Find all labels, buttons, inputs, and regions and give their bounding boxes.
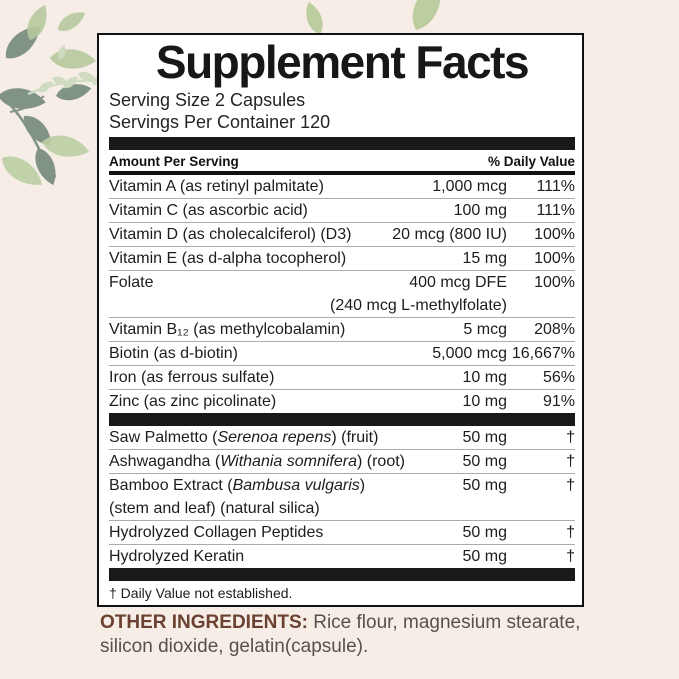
- nutrient-daily-value: †: [566, 477, 575, 494]
- daily-value-header: % Daily Value: [487, 154, 575, 169]
- nutrient-amount: 50 mg: [462, 524, 507, 541]
- nutrient-daily-value: 56%: [542, 369, 575, 386]
- nutrient-daily-value: †: [566, 548, 575, 565]
- nutrient-name: Hydrolyzed Keratin: [109, 548, 245, 565]
- nutrient-name: Ashwagandha (Withania somnifera) (root): [109, 453, 405, 470]
- nutrient-name: Biotin (as d-biotin): [109, 345, 238, 362]
- nutrient-amount: 400 mcg DFE: [409, 274, 507, 291]
- nutrient-amount: 5 mcg: [463, 321, 507, 338]
- nutrient-row: Hydrolyzed Collagen Peptides 50 mg †: [109, 520, 575, 544]
- botanicals-section: Saw Palmetto (Serenoa repens) (fruit) 50 …: [109, 426, 575, 568]
- nutrient-name: Vitamin C (as ascorbic acid): [109, 202, 308, 219]
- other-ingredients-label: OTHER INGREDIENTS:: [100, 612, 308, 633]
- nutrient-name: Iron (as ferrous sulfate): [109, 369, 275, 386]
- vitamins-section: Vitamin A (as retinyl palmitate) 1,000 mc…: [109, 175, 575, 413]
- nutrient-amount: 20 mcg (800 IU): [392, 226, 507, 243]
- nutrient-row: Iron (as ferrous sulfate) 10 mg 56%: [109, 365, 575, 389]
- nutrient-row: Vitamin E (as d-alpha tocopherol) 15 mg 10…: [109, 246, 575, 270]
- divider-bar-top: [109, 137, 575, 150]
- nutrient-amount: 10 mg: [462, 393, 507, 410]
- amount-per-serving-header: Amount Per Serving: [109, 154, 239, 169]
- nutrient-daily-value: 111%: [536, 202, 575, 219]
- nutrient-row: Ashwagandha (Withania somnifera) (root) 5…: [109, 449, 575, 473]
- supplement-facts-panel: Supplement Facts Serving Size 2 Capsules…: [97, 33, 584, 607]
- nutrient-daily-value: 100%: [534, 250, 575, 267]
- nutrient-daily-value: 208%: [534, 321, 575, 338]
- panel-title: Supplement Facts: [155, 36, 530, 88]
- nutrient-amount: (240 mcg L-methylfolate): [330, 297, 507, 314]
- nutrient-daily-value: †: [566, 429, 575, 446]
- nutrient-daily-value: 91%: [542, 393, 575, 410]
- nutrient-name: Hydrolyzed Collagen Peptides: [109, 524, 324, 541]
- nutrient-row: Bamboo Extract (Bambusa vulgaris) 50 mg † (…: [109, 473, 575, 520]
- nutrient-name: Vitamin A (as retinyl palmitate): [109, 178, 324, 195]
- nutrient-name: Vitamin D (as cholecalciferol) (D3): [109, 226, 352, 243]
- nutrient-amount: 15 mg: [462, 250, 507, 267]
- nutrient-row: Vitamin C (as ascorbic acid) 100 mg 111%: [109, 198, 575, 222]
- nutrient-daily-value: †: [566, 524, 575, 541]
- nutrient-row: Biotin (as d-biotin) 5,000 mcg 16,667%: [109, 341, 575, 365]
- nutrient-amount: 50 mg: [462, 429, 507, 446]
- footnote: † Daily Value not established.: [109, 585, 293, 601]
- nutrient-name: Folate: [109, 274, 154, 291]
- nutrient-name: Vitamin B₁₂ (as methylcobalamin): [109, 321, 346, 338]
- nutrient-amount: 50 mg: [462, 453, 507, 470]
- nutrient-daily-value: 111%: [536, 178, 575, 195]
- other-ingredients: OTHER INGREDIENTS: Rice flour, magnesium…: [100, 611, 584, 659]
- nutrient-amount: 100 mg: [453, 202, 507, 219]
- servings-per-container: Servings Per Container 120: [109, 112, 331, 132]
- nutrient-name: Zinc (as zinc picolinate): [109, 393, 277, 410]
- nutrient-name: Vitamin E (as d-alpha tocopherol): [109, 250, 347, 267]
- nutrient-row: Vitamin B₁₂ (as methylcobalamin) 5 mcg 208…: [109, 317, 575, 341]
- nutrient-amount: 50 mg: [462, 548, 507, 565]
- nutrient-amount: 1,000 mcg: [432, 178, 507, 195]
- nutrient-daily-value: 16,667%: [511, 345, 575, 362]
- other-ingredients-text: Rice flour, magnesium stearate, silicon …: [100, 612, 581, 657]
- nutrient-daily-value: †: [566, 453, 575, 470]
- nutrient-amount: 10 mg: [462, 369, 507, 386]
- nutrient-amount: 5,000 mcg: [432, 345, 507, 362]
- nutrient-name: (stem and leaf) (natural silica): [109, 500, 320, 517]
- nutrient-row: Hydrolyzed Keratin 50 mg †: [109, 544, 575, 568]
- nutrient-row: Zinc (as zinc picolinate) 10 mg 91%: [109, 389, 575, 413]
- nutrient-row: Folate 400 mcg DFE 100% (240 mcg L-methylfo…: [109, 270, 575, 317]
- nutrient-name: Bamboo Extract (Bambusa vulgaris): [109, 477, 366, 494]
- nutrient-daily-value: 100%: [534, 274, 575, 291]
- nutrient-daily-value: 100%: [534, 226, 575, 243]
- divider-bar-bottom: [109, 568, 575, 581]
- nutrient-row: Vitamin A (as retinyl palmitate) 1,000 mc…: [109, 175, 575, 198]
- serving-size: Serving Size 2 Capsules: [109, 90, 306, 110]
- nutrient-row: Saw Palmetto (Serenoa repens) (fruit) 50 …: [109, 426, 575, 449]
- column-header-row: Amount Per Serving % Daily Value: [109, 150, 575, 175]
- divider-bar-middle: [109, 413, 575, 426]
- nutrient-row: Vitamin D (as cholecalciferol) (D3) 20 mc…: [109, 222, 575, 246]
- nutrient-name: Saw Palmetto (Serenoa repens) (fruit): [109, 429, 379, 446]
- nutrient-amount: 50 mg: [462, 477, 507, 494]
